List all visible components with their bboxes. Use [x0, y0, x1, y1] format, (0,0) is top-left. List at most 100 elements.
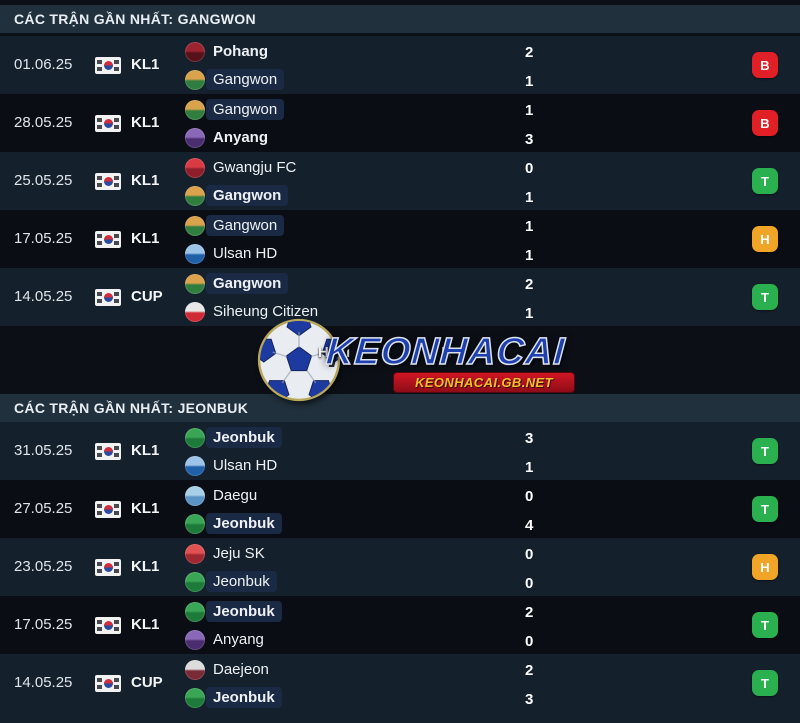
match-date: 27.05.25	[14, 500, 73, 517]
home-team-name[interactable]: Jeonbuk	[206, 427, 282, 448]
team-logo-icon	[185, 273, 205, 294]
south-korea-flag-icon	[95, 675, 121, 692]
south-korea-flag-icon	[95, 231, 121, 248]
home-team-name[interactable]: Pohang	[213, 43, 268, 60]
south-korea-flag-icon	[95, 559, 121, 576]
team-logo-icon	[185, 301, 205, 322]
league-label: KL1	[131, 500, 160, 517]
team-logo-icon	[185, 41, 205, 62]
home-team-name[interactable]: Gangwon	[206, 215, 285, 236]
away-team-name[interactable]: Anyang	[213, 631, 264, 648]
home-score: 0	[525, 488, 534, 505]
result-badge: B	[752, 110, 778, 136]
away-score: 1	[525, 305, 534, 322]
home-score: 2	[525, 44, 534, 61]
south-korea-flag-icon	[95, 57, 121, 74]
away-team-name[interactable]: Ulsan HD	[213, 245, 278, 262]
home-score: 1	[525, 218, 534, 235]
league-label: CUP	[131, 674, 163, 691]
result-badge: T	[752, 438, 778, 464]
team-logo-icon	[185, 659, 205, 680]
team-logo-icon	[185, 687, 205, 708]
away-team-name[interactable]: Anyang	[213, 129, 269, 146]
away-team-name[interactable]: Jeonbuk	[206, 571, 277, 592]
match-row[interactable]: 28.05.25 KL1 Gangwon Anyang 1 3 B	[0, 94, 800, 152]
away-score: 1	[525, 459, 534, 476]
league-label: KL1	[131, 230, 160, 247]
south-korea-flag-icon	[95, 115, 121, 132]
away-score: 1	[525, 189, 534, 206]
result-badge: T	[752, 284, 778, 310]
home-team-name[interactable]: Gangwon	[206, 273, 289, 294]
team-logo-icon	[185, 157, 205, 178]
result-badge: T	[752, 496, 778, 522]
result-badge: T	[752, 670, 778, 696]
home-team-name[interactable]: Jeonbuk	[206, 601, 282, 622]
result-badge: T	[752, 612, 778, 638]
team-logo-icon	[185, 455, 205, 476]
match-row[interactable]: 31.05.25 KL1 Jeonbuk Ulsan HD 3 1 T	[0, 422, 800, 480]
home-score: 0	[525, 160, 534, 177]
home-score: 2	[525, 662, 534, 679]
league-label: KL1	[131, 114, 160, 131]
home-team-name[interactable]: Jeju SK	[213, 545, 265, 562]
match-row[interactable]: 17.05.25 KL1 Gangwon Ulsan HD 1 1 H	[0, 210, 800, 268]
away-team-name[interactable]: Siheung Citizen	[213, 303, 319, 320]
obscured-text-fragment: Hi	[318, 344, 333, 361]
match-row[interactable]: 14.05.25 CUP Daejeon Jeonbuk 2 3 T	[0, 654, 800, 712]
match-row[interactable]: 27.05.25 KL1 Daegu Jeonbuk 0 4 T	[0, 480, 800, 538]
match-date: 14.05.25	[14, 288, 73, 305]
team-logo-icon	[185, 571, 205, 592]
away-team-name[interactable]: Ulsan HD	[213, 457, 278, 474]
match-row[interactable]: 17.05.25 KL1 Jeonbuk Anyang 2 0 T	[0, 596, 800, 654]
match-date: 28.05.25	[14, 114, 73, 131]
team-logo-icon	[185, 485, 205, 506]
south-korea-flag-icon	[95, 617, 121, 634]
team-logo-icon	[185, 629, 205, 650]
away-team-name[interactable]: Jeonbuk	[206, 687, 282, 708]
south-korea-flag-icon	[95, 501, 121, 518]
team-logo-icon	[185, 69, 205, 90]
home-team-name[interactable]: Daejeon	[213, 661, 269, 678]
south-korea-flag-icon	[95, 289, 121, 306]
obscured-text-fragment: ề	[383, 344, 392, 361]
away-team-name[interactable]: Jeonbuk	[206, 513, 282, 534]
away-score: 3	[525, 691, 534, 708]
gangwon-match-list: 01.06.25 KL1 Pohang Gangwon 2 1 B 28.05.…	[0, 36, 800, 326]
match-date: 17.05.25	[14, 230, 73, 247]
home-team-name[interactable]: Gwangju FC	[213, 159, 297, 176]
away-score: 0	[525, 633, 534, 650]
away-score: 4	[525, 517, 534, 534]
team-logo-icon	[185, 127, 205, 148]
match-row[interactable]: 14.05.25 CUP Gangwon Siheung Citizen 2 1…	[0, 268, 800, 326]
result-badge: H	[752, 554, 778, 580]
south-korea-flag-icon	[95, 443, 121, 460]
match-date: 14.05.25	[14, 674, 73, 691]
home-score: 0	[525, 546, 534, 563]
obscured-text-fragment: ti	[341, 344, 351, 361]
team-logo-icon	[185, 601, 205, 622]
team-logo-icon	[185, 543, 205, 564]
section-header-jeonbuk: CÁC TRẬN GẦN NHẤT: JEONBUK	[0, 394, 800, 422]
away-score: 1	[525, 247, 534, 264]
match-row[interactable]: 23.05.25 KL1 Jeju SK Jeonbuk 0 0 H	[0, 538, 800, 596]
league-label: CUP	[131, 288, 163, 305]
match-row[interactable]: 01.06.25 KL1 Pohang Gangwon 2 1 B	[0, 36, 800, 94]
league-label: KL1	[131, 56, 160, 73]
league-label: KL1	[131, 558, 160, 575]
watermark-brand-text: KEONHACAI	[324, 330, 568, 374]
team-logo-icon	[185, 185, 205, 206]
away-team-name[interactable]: Gangwon	[206, 185, 289, 206]
match-date: 23.05.25	[14, 558, 73, 575]
away-score: 3	[525, 131, 534, 148]
result-badge: B	[752, 52, 778, 78]
result-badge: T	[752, 168, 778, 194]
away-team-name[interactable]: Gangwon	[206, 69, 285, 90]
home-team-name[interactable]: Daegu	[213, 487, 258, 504]
away-score: 1	[525, 73, 534, 90]
match-date: 17.05.25	[14, 616, 73, 633]
soccer-ball-icon	[257, 318, 341, 402]
match-row[interactable]: 25.05.25 KL1 Gwangju FC Gangwon 0 1 T	[0, 152, 800, 210]
home-team-name[interactable]: Gangwon	[206, 99, 285, 120]
